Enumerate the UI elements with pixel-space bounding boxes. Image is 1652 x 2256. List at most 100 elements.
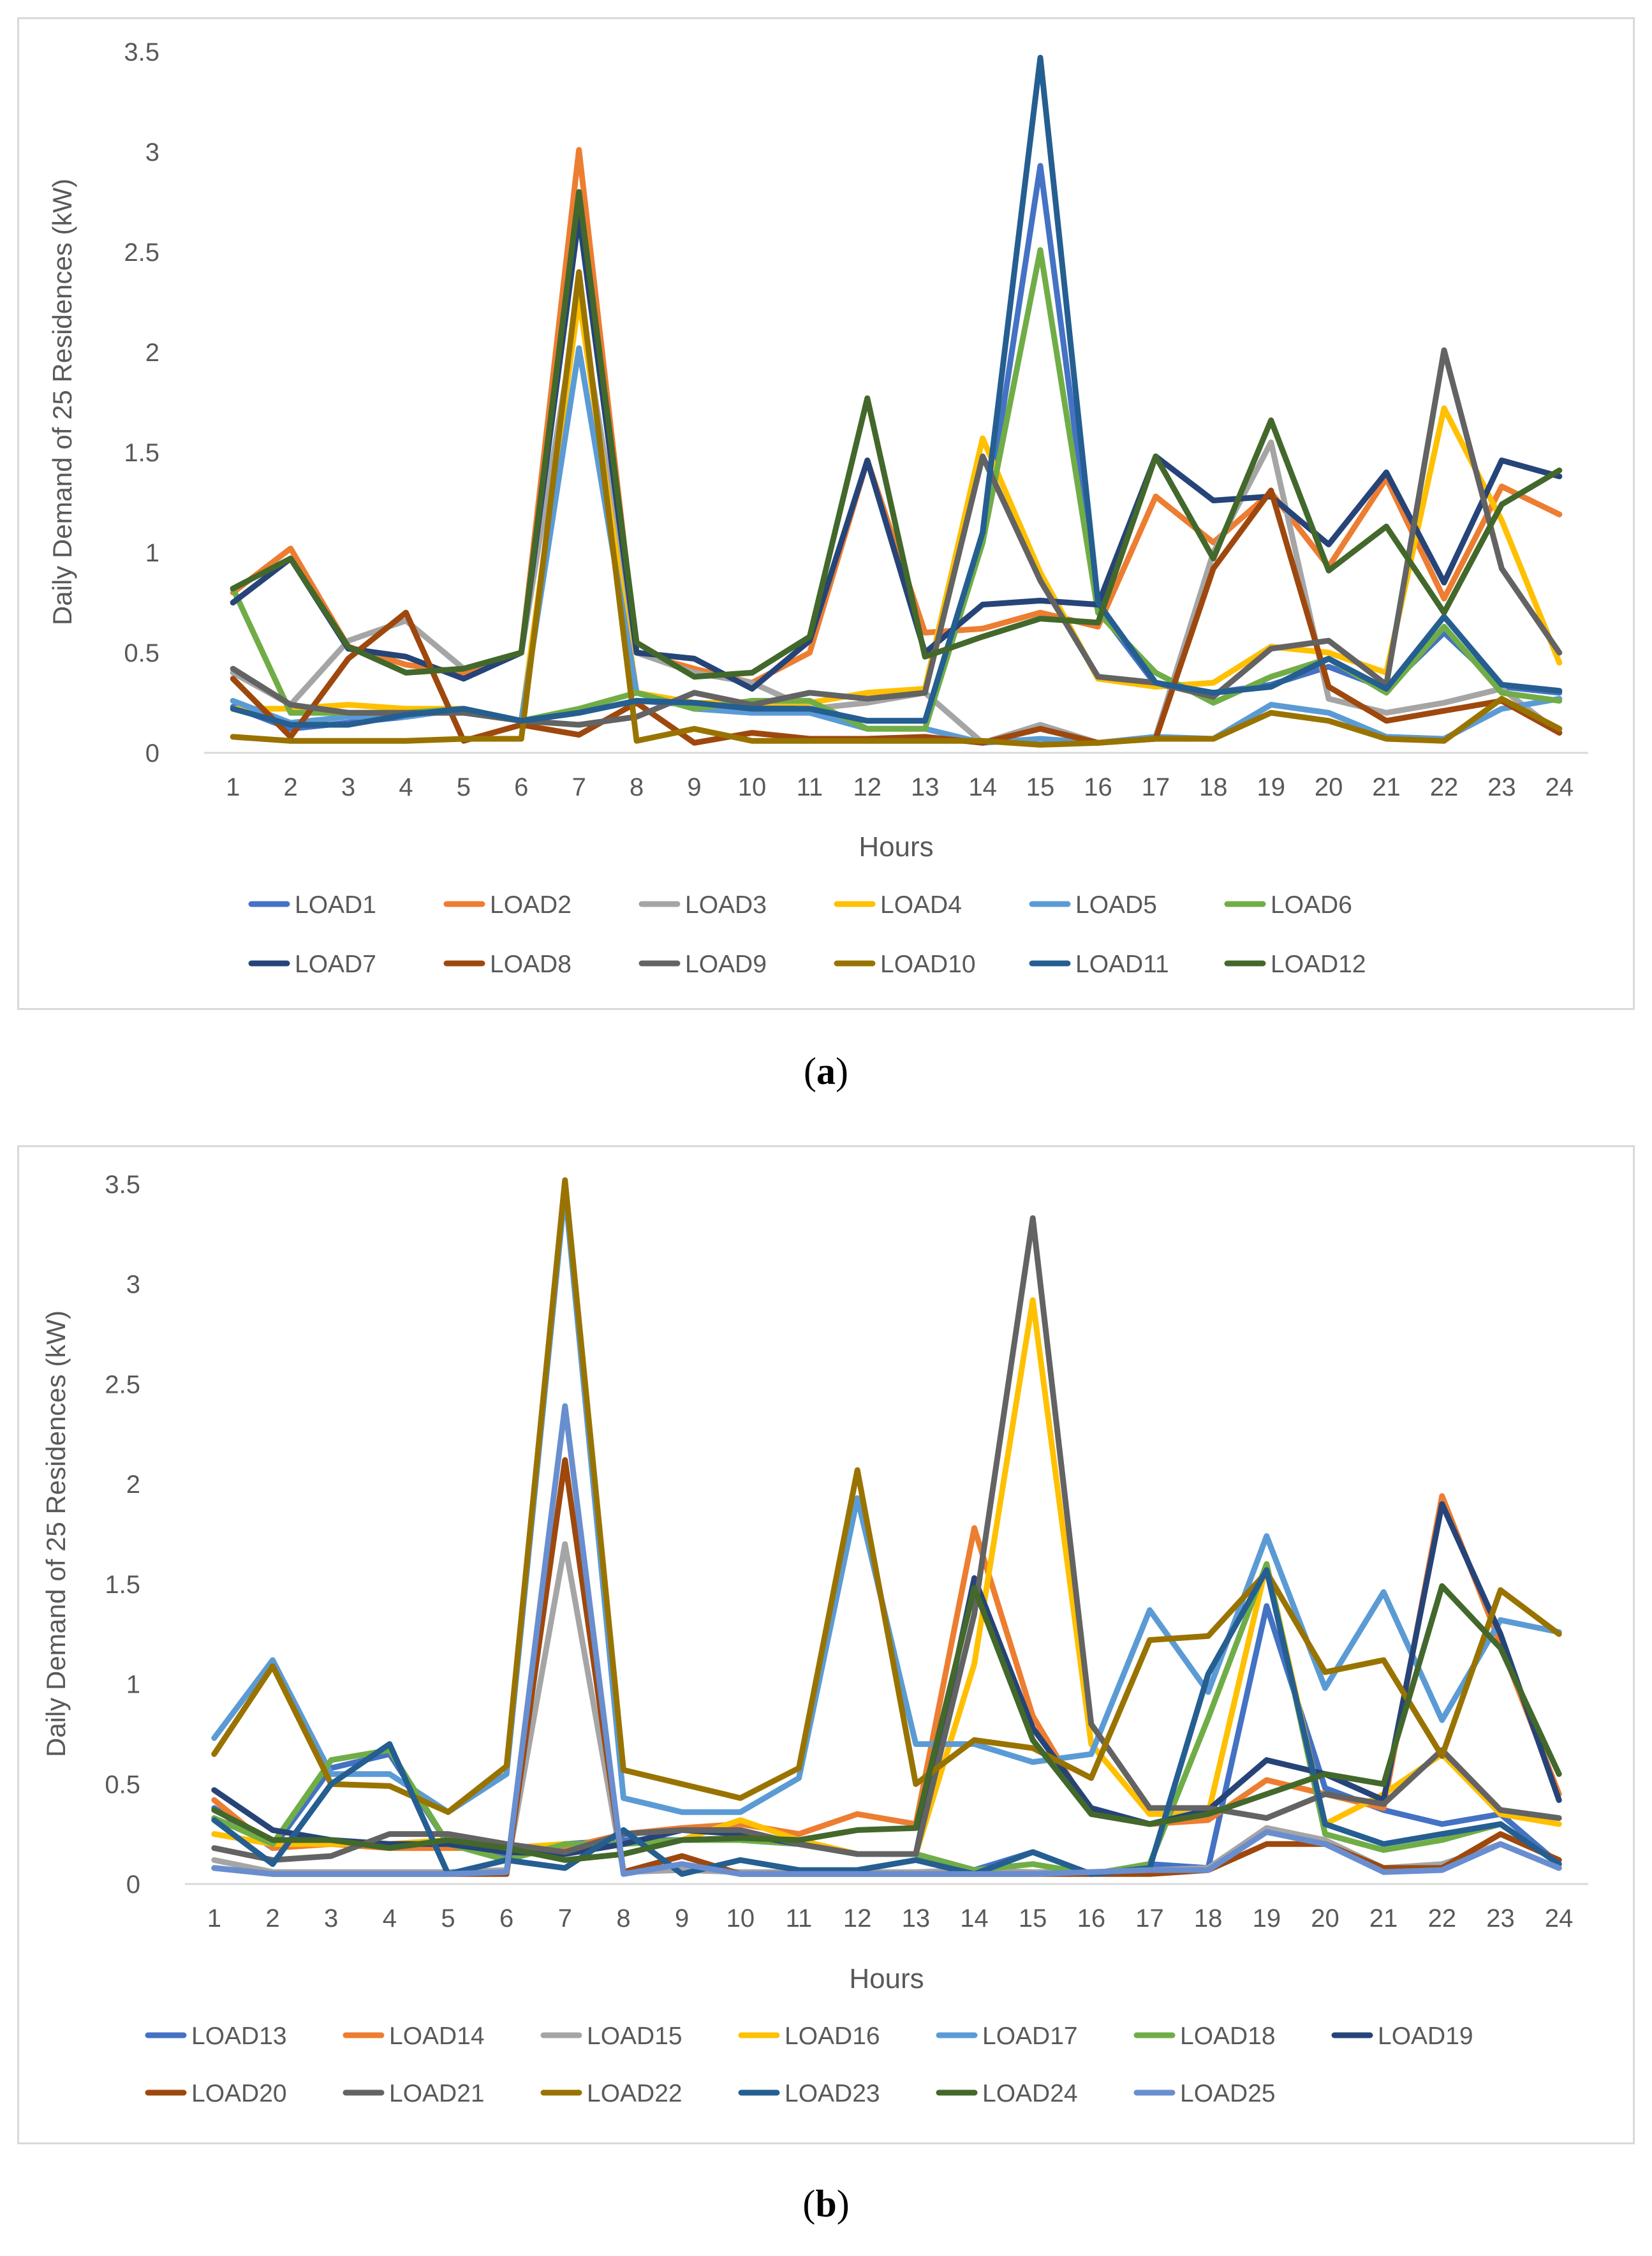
legend-label: LOAD10 [880,951,976,978]
x-tick-label: 19 [1253,1904,1281,1933]
chart-b-svg: 00.511.522.533.51 2 3 4 5 6 7 8 9 10 11 12 13 14 15 16 1… [41,1171,1588,2107]
legend-item: LOAD23 [738,2080,880,2107]
legend-item: LOAD12 [1224,951,1366,978]
legend-label: LOAD6 [1271,891,1352,919]
series-line-load17 [211,1187,1562,1815]
x-tick-label: 8 [616,1904,630,1933]
legend-label: LOAD3 [685,891,767,919]
legend-item: LOAD18 [1133,2022,1276,2050]
y-tick-label: 3 [126,1271,140,1299]
y-tick-label: 0.5 [124,639,159,667]
series-line-load12 [230,189,1563,680]
y-tick-label: 3 [145,138,159,167]
series-line-load16 [211,1297,1562,1857]
x-tick-label: 22 [1430,773,1459,801]
legend-item: LOAD25 [1133,2080,1276,2107]
legend-label: LOAD7 [295,951,376,978]
x-tick-label: 5 [457,773,471,801]
legend-label: LOAD8 [490,951,572,978]
legend-label: LOAD18 [1180,2022,1276,2050]
x-tick-label: 23 [1487,773,1516,801]
y-tick-label: 2.5 [105,1370,140,1399]
x-tick-label: 11 [797,773,823,801]
x-tick-label: 8 [630,773,644,801]
x-tick-label: 12 [843,1904,872,1933]
x-tick-label: 7 [572,773,586,801]
legend-item: LOAD11 [1029,951,1169,978]
x-tick-label: 1 [226,773,240,801]
y-tick-label: 2.5 [124,239,159,267]
x-tick-label: 24 [1545,773,1574,801]
legend-item: LOAD19 [1331,2022,1473,2050]
x-axis-title: Hours [849,1963,924,1994]
legend-item: LOAD7 [248,951,376,978]
y-axis-title: Daily Demand of 25 Residences (kW) [47,179,77,625]
series-line-load7 [230,213,1563,692]
legend-label: LOAD17 [982,2022,1078,2050]
x-tick-label: 15 [1026,773,1055,801]
legend-label: LOAD4 [880,891,962,919]
x-tick-label: 23 [1486,1904,1515,1933]
x-tick-label: 14 [968,773,997,801]
x-tick-label: 12 [853,773,882,801]
x-tick-label: 10 [726,1904,755,1933]
legend-label: LOAD2 [490,891,572,919]
x-tick-label: 11 [786,1904,813,1933]
series-line-load4 [230,295,1563,724]
legend-item: LOAD8 [443,951,572,978]
legend-label: LOAD22 [587,2080,682,2107]
series-line-load11 [230,54,1563,728]
series-group [230,54,1563,748]
legend-item: LOAD22 [540,2080,682,2107]
x-tick-label: 19 [1257,773,1285,801]
legend-item: LOAD13 [145,2022,287,2050]
legend-item: LOAD16 [738,2022,880,2050]
series-line-load10 [230,269,1563,748]
y-tick-label: 2 [145,339,159,367]
x-tick-label: 5 [441,1904,455,1933]
series-line-load22 [211,1177,1562,1815]
series-group [211,1177,1562,1877]
x-tick-label: 13 [902,1904,931,1933]
legend-label: LOAD5 [1075,891,1157,919]
y-tick-label: 0.5 [105,1770,140,1799]
y-tick-label: 0 [126,1871,140,1899]
y-tick-label: 1 [145,539,159,567]
x-tick-label: 22 [1428,1904,1457,1933]
legend-label: LOAD12 [1271,951,1366,978]
x-tick-label: 13 [911,773,940,801]
y-tick-label: 2 [126,1471,140,1499]
x-tick-label: 1 [207,1904,221,1933]
legend-label: LOAD25 [1180,2080,1276,2107]
x-tick-label: 21 [1372,773,1401,801]
series-line-load21 [211,1215,1562,1863]
x-tick-label: 4 [383,1904,397,1933]
x-tick-label: 24 [1545,1904,1574,1933]
legend-label: LOAD20 [191,2080,287,2107]
series-line-load25 [211,1403,1562,1877]
x-tick-label: 18 [1194,1904,1223,1933]
series-line-load24 [211,1583,1562,1863]
legend-label: LOAD15 [587,2022,682,2050]
caption-b: (b) [802,2183,850,2225]
legend-item: LOAD15 [540,2022,682,2050]
legend-item: LOAD1 [248,891,376,919]
y-tick-label: 1.5 [124,439,159,467]
legend-label: LOAD11 [1075,951,1169,978]
legend-label: LOAD21 [389,2080,485,2107]
legend-item: LOAD20 [145,2080,287,2107]
x-tick-label: 7 [558,1904,572,1933]
legend-item: LOAD10 [834,951,976,978]
legend-item: LOAD3 [638,891,767,919]
x-tick-label: 6 [514,773,528,801]
legend-item: LOAD4 [834,891,962,919]
legend-item: LOAD21 [343,2080,485,2107]
legend-label: LOAD23 [785,2080,880,2107]
legend-item: LOAD5 [1029,891,1157,919]
x-tick-label: 2 [265,1904,279,1933]
caption-a: (a) [804,1050,848,1092]
x-tick-label: 20 [1311,1904,1339,1933]
y-tick-label: 3.5 [105,1171,140,1199]
x-tick-label: 18 [1199,773,1228,801]
y-tick-label: 1.5 [105,1571,140,1599]
